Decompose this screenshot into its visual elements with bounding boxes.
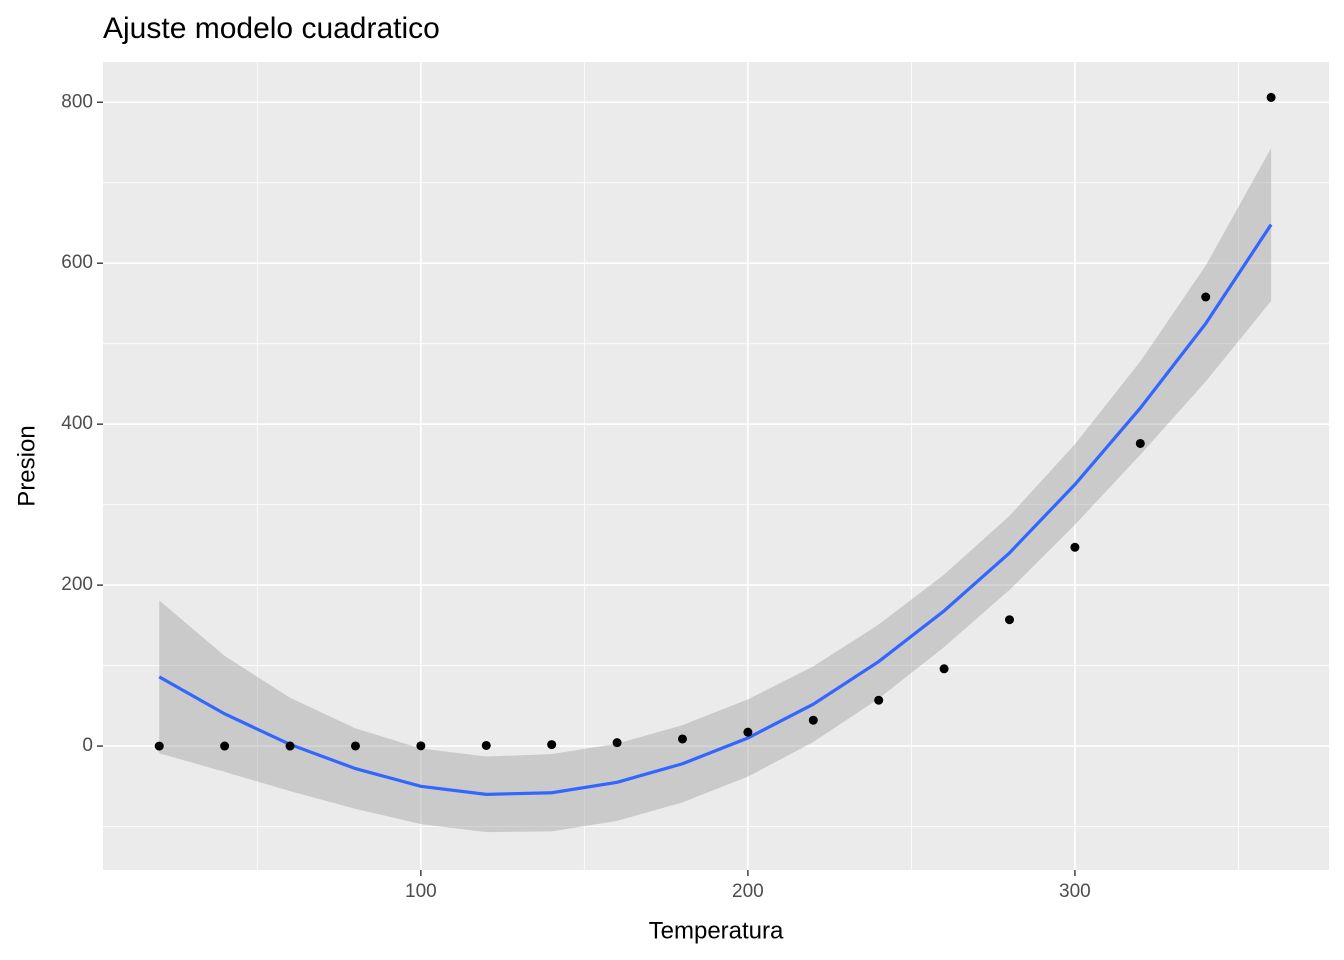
y-axis-title: Presion xyxy=(13,425,40,506)
y-tick-label: 800 xyxy=(61,91,93,112)
point xyxy=(416,741,426,751)
point xyxy=(220,741,230,751)
point xyxy=(1266,92,1276,102)
fit-line xyxy=(158,223,1273,796)
point xyxy=(808,715,818,725)
y-tick-label: 0 xyxy=(82,735,93,756)
x-axis-title: Temperatura xyxy=(649,917,784,944)
point xyxy=(677,734,687,744)
y-tick-label: 400 xyxy=(61,413,93,434)
y-tick-label: 600 xyxy=(61,252,93,273)
point xyxy=(1070,542,1080,552)
point xyxy=(1201,292,1211,302)
y-tick-label: 200 xyxy=(61,574,93,595)
panel xyxy=(103,62,1329,870)
point xyxy=(1135,438,1145,448)
x-tick-label: 300 xyxy=(1059,881,1091,902)
x-tick-label: 100 xyxy=(405,881,437,902)
point xyxy=(285,741,295,751)
confidence-band xyxy=(159,148,1272,833)
point xyxy=(154,741,164,751)
point xyxy=(743,727,753,737)
point xyxy=(939,664,949,674)
chart-title: Ajuste modelo cuadratico xyxy=(103,12,440,45)
point xyxy=(547,740,557,750)
point xyxy=(481,740,491,750)
x-tick-label: 200 xyxy=(732,881,764,902)
point xyxy=(350,741,360,751)
point xyxy=(612,738,622,748)
point xyxy=(1005,615,1015,625)
point xyxy=(874,695,884,705)
